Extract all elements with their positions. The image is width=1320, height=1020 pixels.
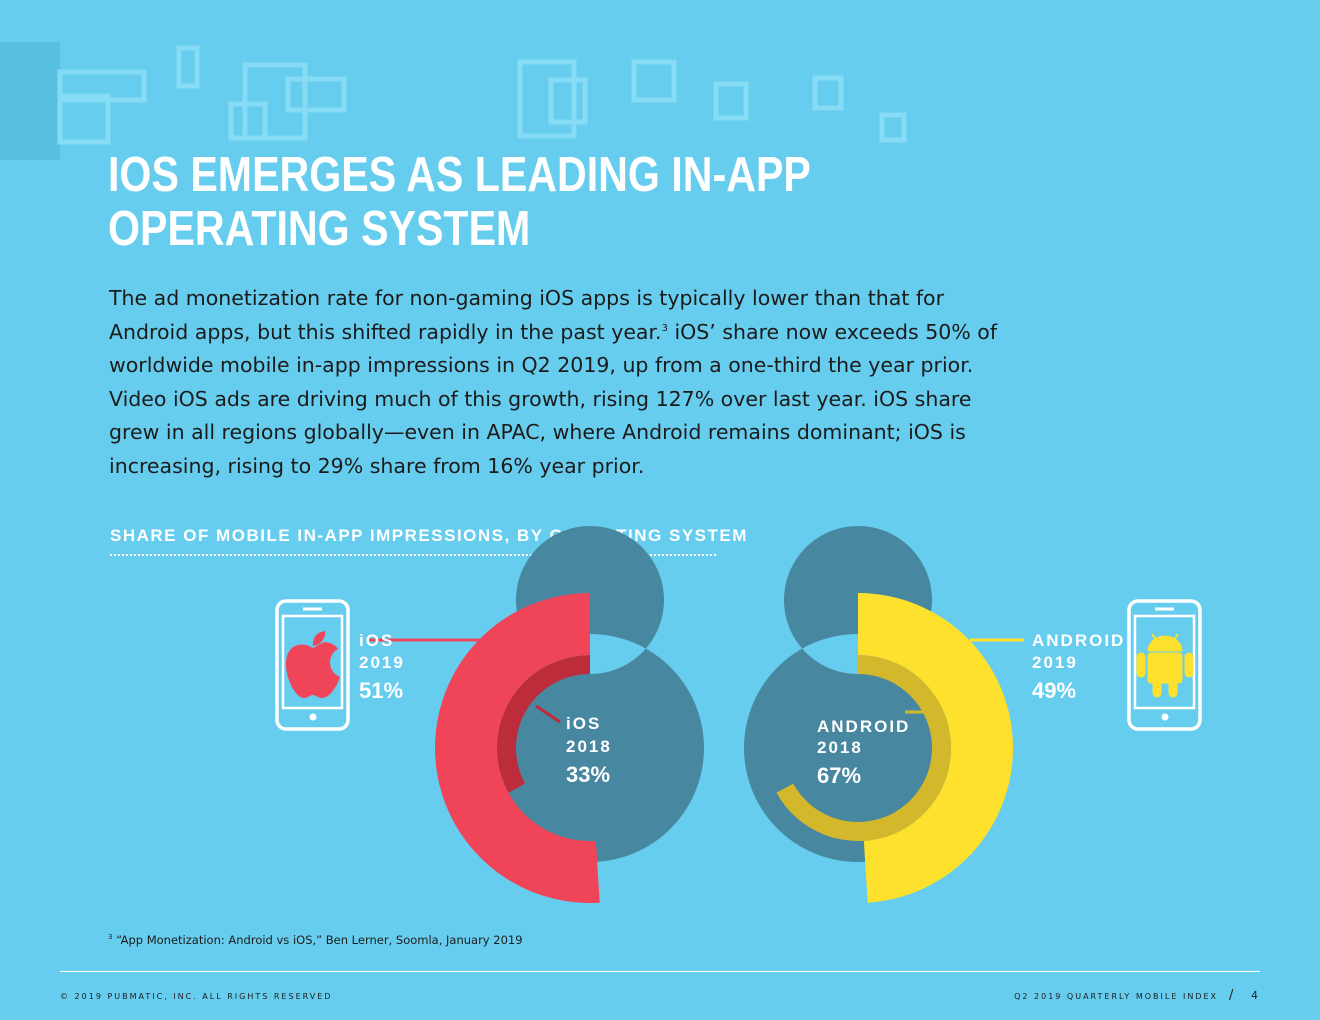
ios-2018-leader-line bbox=[535, 704, 561, 724]
page-title-line1: IOS EMERGES AS LEADING IN-APP bbox=[108, 148, 811, 202]
donut-chart: iOS 2019 51% iOS 2018 33% ANDROID 2019 4… bbox=[275, 526, 1202, 904]
android-icon bbox=[1136, 633, 1194, 698]
deco-block bbox=[0, 42, 60, 160]
page-title-line2: OPERATING SYSTEM bbox=[108, 202, 531, 256]
report-name: Q2 2019 QUARTERLY MOBILE INDEX bbox=[1014, 992, 1218, 1001]
outer-ring-android-2019-segment bbox=[858, 593, 1013, 903]
deco-square bbox=[631, 59, 677, 103]
android-2018-os-label: ANDROID bbox=[817, 717, 910, 736]
android-2018-year-label: 2018 bbox=[817, 738, 863, 757]
body-text-part1: The ad monetization rate for non-gaming … bbox=[109, 286, 945, 344]
android-2019-os-label: ANDROID bbox=[1032, 631, 1125, 650]
page-number: 4 bbox=[1251, 989, 1258, 1002]
ios-2018-year-label: 2018 bbox=[566, 737, 612, 756]
deco-square bbox=[879, 112, 907, 143]
ios-2019-os-label: iOS bbox=[359, 631, 394, 650]
ios-2019-year-label: 2019 bbox=[359, 653, 405, 672]
outer-ring-ios-2019-segment bbox=[434, 593, 600, 904]
android-2019-year-label: 2019 bbox=[1032, 653, 1078, 672]
page-title: IOS EMERGES AS LEADING IN-APP OPERATING … bbox=[108, 148, 864, 256]
ios-2018-value-label: 33% bbox=[566, 762, 610, 787]
apple-icon bbox=[286, 631, 340, 698]
deco-square bbox=[57, 93, 111, 145]
inner-ring-ios-2018-segment bbox=[497, 655, 590, 793]
body-text-part2: iOS’ share now exceeds 50% of worldwide … bbox=[109, 319, 998, 478]
copyright-text: © 2019 PUBMATIC, INC. ALL RIGHTS RESERVE… bbox=[60, 992, 333, 1001]
ios-donut-group bbox=[368, 526, 704, 904]
android-2018-value-label: 67% bbox=[817, 763, 861, 788]
phone-icon-android bbox=[1127, 599, 1202, 731]
android-donut-group bbox=[743, 526, 1024, 903]
phone-icon-ios bbox=[275, 599, 350, 731]
footer-separator: / bbox=[1229, 988, 1234, 1003]
footnote-number: 3 bbox=[108, 933, 113, 942]
deco-square bbox=[548, 77, 588, 125]
footnote-text: “App Monetization: Android vs iOS,” Ben … bbox=[112, 933, 523, 947]
deco-square bbox=[228, 101, 268, 141]
deco-square bbox=[812, 75, 844, 111]
ios-2019-value-label: 51% bbox=[359, 678, 403, 703]
footnote-ref: 3 bbox=[661, 322, 668, 334]
footer-divider bbox=[60, 971, 1260, 972]
deco-square bbox=[713, 81, 749, 121]
deco-square bbox=[517, 59, 577, 139]
deco-square bbox=[57, 69, 147, 103]
deco-square bbox=[176, 45, 200, 89]
deco-square bbox=[285, 76, 347, 113]
footnote: 3 “App Monetization: Android vs iOS,” Be… bbox=[108, 933, 523, 947]
body-paragraph: The ad monetization rate for non-gaming … bbox=[109, 282, 1009, 483]
ios-2018-os-label: iOS bbox=[566, 714, 601, 733]
decorative-squares bbox=[0, 42, 907, 160]
android-2019-value-label: 49% bbox=[1032, 678, 1076, 703]
